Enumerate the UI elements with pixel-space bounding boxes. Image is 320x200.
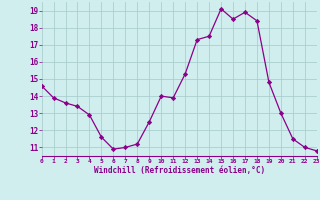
X-axis label: Windchill (Refroidissement éolien,°C): Windchill (Refroidissement éolien,°C) (94, 166, 265, 175)
